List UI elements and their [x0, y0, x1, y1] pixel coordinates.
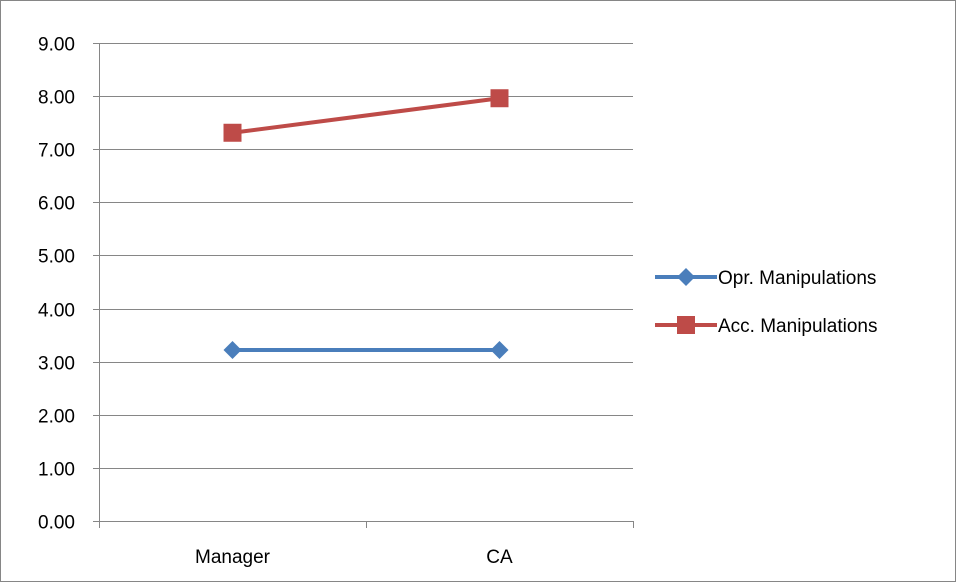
square-marker [490, 89, 509, 108]
y-tick-label: 2.00 [38, 407, 75, 428]
y-tick-label: 9.00 [38, 35, 75, 56]
legend: Opr. Manipulations Acc. Manipulations [655, 268, 877, 337]
square-marker [223, 123, 242, 142]
x-axis-categories: Manager CA [195, 547, 513, 568]
y-tick-label: 4.00 [38, 301, 75, 322]
square-marker [677, 316, 695, 334]
series-line [232, 96, 500, 135]
y-tick-label: 6.00 [38, 194, 75, 215]
x-category-label: Manager [195, 547, 271, 568]
axes [99, 43, 634, 528]
legend-label: Acc. Manipulations [718, 316, 877, 337]
y-tick-label: 1.00 [38, 460, 75, 481]
x-category-label: CA [486, 547, 513, 568]
diamond-marker [223, 340, 242, 359]
diamond-marker [490, 340, 509, 359]
y-tick-label: 7.00 [38, 141, 75, 162]
y-tick-label: 0.00 [38, 513, 75, 534]
legend-label: Opr. Manipulations [718, 268, 876, 289]
series-layer [223, 89, 509, 359]
diamond-marker [677, 268, 695, 286]
legend-item: Opr. Manipulations [655, 268, 876, 289]
y-tick-label: 5.00 [38, 247, 75, 268]
y-tick-label: 8.00 [38, 88, 75, 109]
y-axis-ticks: 0.00 1.00 2.00 3.00 4.00 5.00 6.00 7.00 8.00 9.00 [38, 35, 99, 534]
gridlines [99, 43, 633, 469]
series-square [223, 89, 509, 142]
series-diamond [223, 340, 509, 359]
y-tick-label: 3.00 [38, 354, 75, 375]
legend-item: Acc. Manipulations [655, 316, 877, 337]
